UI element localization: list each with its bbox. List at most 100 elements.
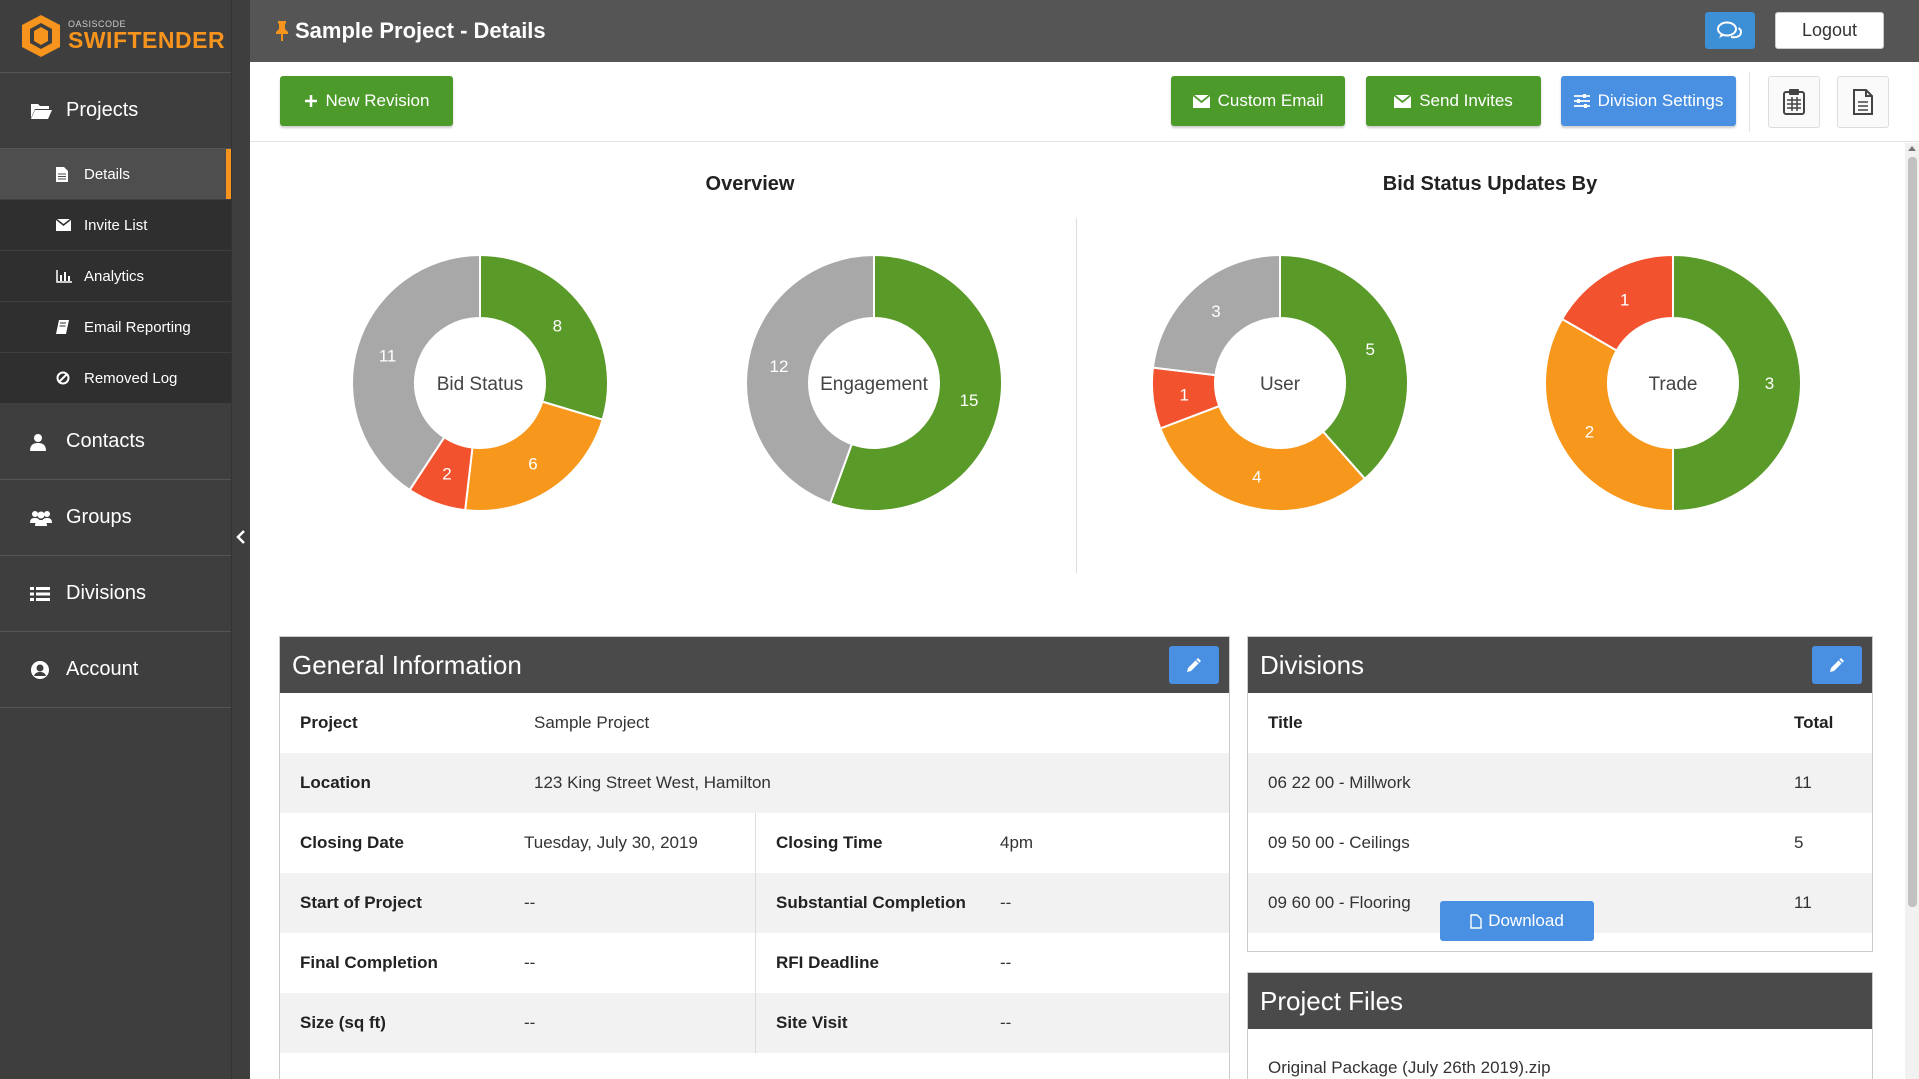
main-content: Overview Bid Status Updates By 8 6 2 11 Bid … (250, 143, 1905, 1079)
info-row-project: Project Sample Project (280, 693, 1229, 753)
project-files-header: Project Files (1248, 973, 1872, 1029)
sidebar-item-analytics[interactable]: Analytics (0, 251, 231, 302)
file-icon (56, 166, 72, 182)
nav-divisions[interactable]: Divisions (0, 556, 231, 632)
scroll-up-arrow-icon[interactable] (1908, 146, 1916, 151)
new-revision-button[interactable]: New Revision (280, 76, 453, 126)
info-row-location: Location 123 King Street West, Hamilton (280, 753, 1229, 813)
nav-contacts[interactable]: Contacts (0, 404, 231, 480)
page-title-text: Sample Project - Details (295, 18, 546, 43)
info-row-size: Size (sq ft) -- Site Visit -- (280, 993, 1229, 1053)
sidebar-item-details[interactable]: Details (0, 149, 231, 200)
download-label: Download (1488, 911, 1564, 930)
division-settings-button[interactable]: Division Settings (1561, 76, 1736, 126)
row-divider (755, 813, 756, 873)
file-name[interactable]: Original Package (July 26th 2019).zip (1268, 1058, 1551, 1077)
file-row: Original Package (July 26th 2019).zip (1248, 1029, 1872, 1079)
page-scrollbar[interactable] (1905, 143, 1919, 1079)
chat-button[interactable] (1705, 12, 1755, 49)
donut-center-label: Engagement (820, 374, 928, 395)
charts-divider (1076, 218, 1077, 573)
logo[interactable]: OASISCODE SWIFTENDER (0, 0, 231, 73)
start-value: -- (524, 893, 536, 912)
donut-chart-bid-status: 8 6 2 11 Bid Status (351, 253, 609, 512)
sidebar-item-removed-log[interactable]: Removed Log (0, 353, 231, 404)
general-information-panel: General Information Project Sample Proje… (279, 636, 1230, 1079)
donut-slice[interactable] (1544, 317, 1674, 513)
logout-button[interactable]: Logout (1775, 12, 1884, 49)
site-label: Site Visit (776, 1013, 848, 1032)
spreadsheet-icon (1783, 89, 1805, 115)
ban-icon (56, 371, 72, 385)
send-invites-button[interactable]: Send Invites (1366, 76, 1541, 126)
sidebar-item-label: Analytics (84, 267, 145, 285)
document-button[interactable] (1837, 76, 1889, 128)
nav-projects[interactable]: Projects (0, 73, 231, 149)
info-row-closing: Closing Date Tuesday, July 30, 2019 Clos… (280, 813, 1229, 873)
envelope-icon (56, 219, 72, 231)
donut-slice[interactable] (1560, 253, 1674, 352)
division-title: 09 60 00 - Flooring (1268, 893, 1411, 912)
scroll-thumb[interactable] (1908, 157, 1917, 907)
download-button[interactable]: Download (1440, 901, 1594, 941)
sidebar-item-label: Email Reporting (84, 318, 191, 336)
user-circle-icon (30, 660, 54, 680)
project-label: Project (300, 713, 358, 732)
donut-slice-label: 11 (379, 346, 397, 365)
spreadsheet-button[interactable] (1768, 76, 1820, 128)
user-icon (30, 433, 54, 451)
start-label: Start of Project (300, 893, 422, 912)
donut-slice[interactable] (479, 253, 609, 421)
edit-divisions-button[interactable] (1812, 646, 1862, 684)
donut-slice-label: 3 (1765, 374, 1774, 393)
donut-slice[interactable] (1279, 253, 1409, 481)
overview-title: Overview (705, 173, 795, 195)
pin-icon (275, 21, 289, 41)
division-settings-label: Division Settings (1597, 91, 1724, 110)
donut-chart-engagement: 15 12 Engagement (745, 253, 1003, 512)
division-total: 5 (1794, 833, 1804, 852)
page-title: Sample Project - Details (275, 18, 546, 44)
send-invites-label: Send Invites (1419, 91, 1513, 110)
nav-groups[interactable]: Groups (0, 480, 231, 556)
custom-email-button[interactable]: Custom Email (1171, 76, 1345, 126)
sidebar-item-email-reporting[interactable]: Email Reporting (0, 302, 231, 353)
donut-slice[interactable] (464, 400, 604, 512)
donut-chart-trade: 3 2 1 Trade (1544, 253, 1802, 513)
chevron-left-icon[interactable] (236, 530, 246, 547)
book-icon (56, 320, 72, 334)
sliders-icon (1573, 94, 1590, 108)
rfi-label: RFI Deadline (776, 953, 879, 972)
donut-slice[interactable] (828, 253, 1003, 512)
row-divider (755, 933, 756, 993)
donut-chart-user: 5 4 1 3 User (1151, 253, 1409, 512)
toolbar: New Revision Custom Email Send Invites D… (250, 62, 1919, 142)
donut-center-label: Bid Status (437, 374, 524, 395)
toolbar-divider (1749, 72, 1750, 132)
donut-slice[interactable] (1151, 253, 1281, 377)
closing-time-value: 4pm (1000, 833, 1034, 852)
division-total: 11 (1794, 893, 1812, 912)
general-information-header: General Information (280, 637, 1229, 693)
nav-account[interactable]: Account (0, 632, 231, 708)
table-row[interactable]: 06 22 00 - Millwork 11 (1248, 753, 1872, 813)
sidebar: OASISCODE SWIFTENDER Projects Details In… (0, 0, 231, 1079)
envelope-icon (1394, 94, 1412, 108)
document-icon (1853, 89, 1873, 115)
comments-icon (1717, 21, 1743, 38)
sidebar-item-invite-list[interactable]: Invite List (0, 200, 231, 251)
sidebar-item-label: Details (84, 165, 130, 183)
col-total-header: Total (1794, 713, 1834, 732)
donut-slice[interactable] (1672, 253, 1802, 513)
envelope-icon (1192, 94, 1210, 108)
edit-general-button[interactable] (1169, 646, 1219, 684)
final-label: Final Completion (300, 953, 438, 972)
donut-slice-label: 6 (528, 455, 537, 474)
donut-slice[interactable] (351, 253, 481, 492)
donut-slice[interactable] (745, 253, 875, 505)
division-title: 09 50 00 - Ceilings (1268, 833, 1410, 852)
sidebar-item-label: Invite List (84, 216, 148, 234)
logo-cube-icon (22, 15, 60, 57)
donut-slice[interactable] (1159, 404, 1367, 512)
table-row[interactable]: 09 50 00 - Ceilings 5 (1248, 813, 1872, 873)
